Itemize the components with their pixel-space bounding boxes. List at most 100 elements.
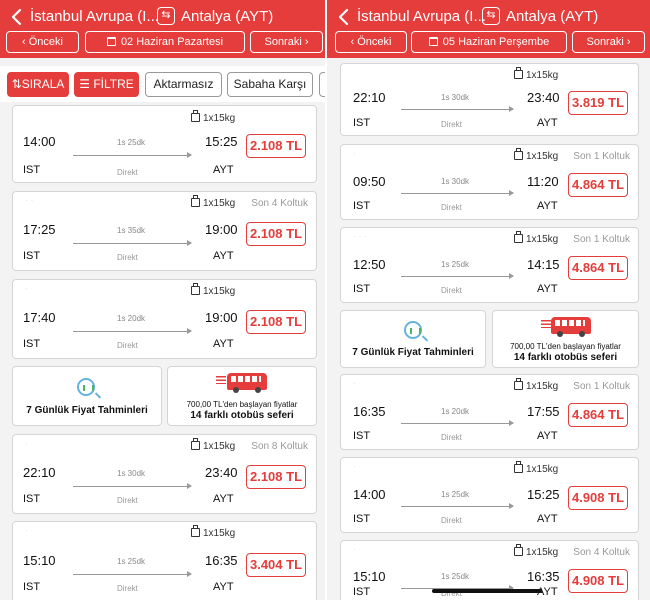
arrival-time: 16:35 bbox=[527, 569, 560, 584]
price-forecast-card[interactable]: 7 Günlük Fiyat Tahminleri bbox=[12, 366, 162, 426]
trip-card[interactable]: · 1x15kg Son 4 Koltuk 15:10 1s 25dk 16:3… bbox=[340, 540, 639, 600]
date-bar: ‹ Önceki 02 Haziran Pazartesi Sonraki › bbox=[0, 30, 325, 54]
bus-offer-card[interactable]: 700,00 TL'den başlayan fiyatlar 14 farkl… bbox=[492, 310, 639, 368]
destination-label[interactable]: Antalya (AYT) bbox=[506, 8, 599, 25]
origin-code: IST bbox=[353, 513, 371, 525]
price-button[interactable]: 2.108 TL bbox=[246, 465, 306, 489]
luggage-icon bbox=[514, 378, 523, 390]
date-picker-button[interactable]: 05 Haziran Perşembe bbox=[411, 31, 567, 53]
trip-card[interactable]: · 1x15kg 17:40 1s 20dk 19:00 IST Direkt … bbox=[12, 279, 317, 359]
flight-type: Direkt bbox=[441, 433, 462, 442]
price-button[interactable]: 3.819 TL bbox=[568, 91, 628, 115]
sort-label: SIRALA bbox=[21, 77, 65, 91]
flight-type: Direkt bbox=[441, 120, 462, 129]
price-button[interactable]: 4.908 TL bbox=[568, 569, 628, 593]
departure-time: 22:10 bbox=[353, 90, 386, 105]
luggage-icon bbox=[514, 67, 523, 79]
origin-code: IST bbox=[23, 164, 41, 176]
origin-code: IST bbox=[23, 493, 41, 505]
date-bar: ‹ Önceki 05 Haziran Perşembe Sonraki › bbox=[327, 30, 650, 54]
destination-code: AYT bbox=[537, 117, 558, 129]
chip-early-morning[interactable]: Sabaha Karşı bbox=[227, 72, 313, 97]
price-button[interactable]: 3.404 TL bbox=[246, 553, 306, 577]
price-button[interactable]: 4.908 TL bbox=[568, 486, 628, 510]
bus-icon bbox=[227, 373, 267, 393]
arrow-right-icon bbox=[401, 420, 514, 426]
date-picker-button[interactable]: 02 Haziran Pazartesi bbox=[85, 31, 245, 53]
luggage-allowance: 1x15kg bbox=[514, 148, 558, 162]
next-day-button[interactable]: Sonraki › bbox=[250, 31, 323, 53]
trip-card[interactable]: · 1x15kg Son 1 Koltuk 16:35 1s 20dk 17:5… bbox=[340, 374, 639, 450]
screen-right: İstanbul Avrupa (I... ⇆ Antalya (AYT) ‹ … bbox=[327, 0, 650, 600]
flight-type: Direkt bbox=[441, 203, 462, 212]
trip-card[interactable]: · 1x15kg Son 1 Koltuk 09:50 1s 30dk 11:2… bbox=[340, 144, 639, 220]
trip-card[interactable]: 1x15kg 14:00 1s 25dk 15:25 IST Direkt AY… bbox=[12, 105, 317, 183]
price-button[interactable]: 2.108 TL bbox=[246, 310, 306, 334]
luggage-icon bbox=[514, 461, 523, 473]
arrival-time: 19:00 bbox=[205, 310, 238, 325]
airline-logo: · bbox=[353, 148, 356, 158]
flight-duration: 1s 25dk bbox=[117, 557, 146, 566]
luggage-icon bbox=[191, 283, 200, 295]
arrival-time: 16:35 bbox=[205, 553, 238, 568]
home-indicator[interactable] bbox=[432, 589, 542, 593]
bus-offer-card[interactable]: 700,00 TL'den başlayan fiyatlar 14 farkl… bbox=[167, 366, 317, 426]
origin-label[interactable]: İstanbul Avrupa (I... bbox=[30, 8, 159, 25]
origin-code: IST bbox=[23, 338, 41, 350]
destination-label[interactable]: Antalya (AYT) bbox=[181, 8, 274, 25]
luggage-allowance: 1x15kg bbox=[514, 67, 558, 81]
swap-icon[interactable]: ⇆ bbox=[157, 7, 175, 25]
origin-label[interactable]: İstanbul Avrupa (I... bbox=[357, 8, 486, 25]
luggage-icon bbox=[191, 110, 200, 122]
trip-card[interactable]: · 1x15kg Son 8 Koltuk 22:10 1s 30dk 23:4… bbox=[12, 434, 317, 514]
chip-more[interactable] bbox=[319, 72, 325, 97]
swap-icon[interactable]: ⇆ bbox=[482, 7, 500, 25]
flight-duration: 1s 25dk bbox=[117, 138, 146, 147]
destination-code: AYT bbox=[213, 338, 234, 350]
seats-left: Son 1 Koltuk bbox=[573, 381, 630, 392]
trip-card[interactable]: · 1x15kg 14:00 1s 25dk 15:25 IST Direkt … bbox=[340, 457, 639, 533]
luggage-allowance: 1x15kg bbox=[514, 461, 558, 475]
prev-day-button[interactable]: ‹ Önceki bbox=[335, 31, 407, 53]
flight-type: Direkt bbox=[441, 589, 462, 598]
flight-duration: 1s 30dk bbox=[441, 177, 470, 186]
chip-direct[interactable]: Aktarmasız bbox=[145, 72, 222, 97]
arrival-time: 19:00 bbox=[205, 222, 238, 237]
chevron-left-icon[interactable] bbox=[335, 6, 353, 28]
filter-label: FİLTRE bbox=[93, 77, 134, 91]
luggage-icon bbox=[191, 525, 200, 537]
luggage-icon bbox=[514, 544, 523, 556]
sort-button[interactable]: ⇅SIRALA bbox=[7, 72, 69, 97]
arrow-right-icon bbox=[401, 503, 514, 509]
next-day-button[interactable]: Sonraki › bbox=[572, 31, 645, 53]
departure-time: 12:50 bbox=[353, 257, 386, 272]
trip-card[interactable]: · · · 1x15kg Son 1 Koltuk 12:50 1s 25dk … bbox=[340, 227, 639, 303]
header: İstanbul Avrupa (I... ⇆ Antalya (AYT) ‹ … bbox=[327, 0, 650, 58]
sort-icon: ⇅ bbox=[11, 77, 22, 91]
price-button[interactable]: 4.864 TL bbox=[568, 173, 628, 197]
price-button[interactable]: 2.108 TL bbox=[246, 222, 306, 246]
origin-code: IST bbox=[353, 430, 371, 442]
prev-day-button[interactable]: ‹ Önceki bbox=[6, 31, 79, 53]
price-button[interactable]: 2.108 TL bbox=[246, 134, 306, 158]
price-button[interactable]: 4.864 TL bbox=[568, 403, 628, 427]
chevron-left-icon[interactable] bbox=[8, 6, 26, 28]
departure-time: 16:35 bbox=[353, 404, 386, 419]
seats-left: Son 4 Koltuk bbox=[251, 198, 308, 209]
trip-card[interactable]: · · 1x15kg Son 4 Koltuk 17:25 1s 35dk 19… bbox=[12, 191, 317, 271]
trip-card[interactable]: 1x15kg 22:10 1s 30dk 23:40 IST Direkt AY… bbox=[340, 63, 639, 136]
flight-type: Direkt bbox=[117, 584, 138, 593]
luggage-allowance: 1x15kg bbox=[514, 378, 558, 392]
destination-code: AYT bbox=[537, 513, 558, 525]
luggage-allowance: 1x15kg bbox=[191, 195, 235, 209]
price-forecast-card[interactable]: 7 Günlük Fiyat Tahminleri bbox=[340, 310, 486, 368]
trip-card[interactable]: · 1x15kg 15:10 1s 25dk 16:35 IST Direkt … bbox=[12, 521, 317, 600]
bus-offer-count: 14 farklı otobüs seferi bbox=[513, 352, 618, 363]
header: İstanbul Avrupa (I... ⇆ Antalya (AYT) ‹ … bbox=[0, 0, 325, 58]
price-button[interactable]: 4.864 TL bbox=[568, 256, 628, 280]
route-bar: İstanbul Avrupa (I... ⇆ Antalya (AYT) bbox=[327, 4, 650, 30]
luggage-allowance: 1x15kg bbox=[191, 525, 235, 539]
airline-logo: · · bbox=[25, 195, 34, 205]
filter-button[interactable]: ☰ FİLTRE bbox=[74, 72, 139, 97]
flight-type: Direkt bbox=[441, 516, 462, 525]
